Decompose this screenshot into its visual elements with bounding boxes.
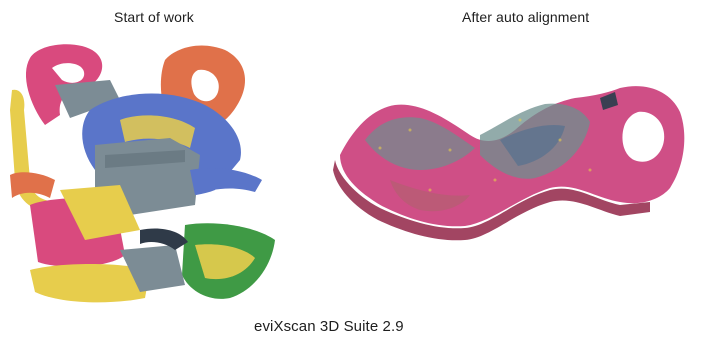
software-version-caption: eviXscan 3D Suite 2.9 (254, 318, 404, 335)
scan-patch-orange-left (10, 172, 55, 198)
scattered-scans-icon (10, 44, 275, 303)
bracket-hole (622, 111, 665, 162)
scan-patch-blue-tail (190, 168, 262, 195)
aligned-bracket-icon (333, 86, 685, 241)
scan-patch-gray-top (55, 80, 120, 118)
unaligned-scans-view (0, 30, 300, 315)
scan-patch-yellow-low (60, 185, 140, 240)
aligned-scan-view (320, 30, 701, 315)
scan-patch-gray-bottom (120, 245, 185, 292)
after-auto-alignment-caption: After auto alignment (462, 9, 590, 25)
start-of-work-caption: Start of work (114, 9, 194, 25)
bracket-edge (333, 160, 650, 241)
scan-patch-yellow-bottom (30, 264, 150, 303)
